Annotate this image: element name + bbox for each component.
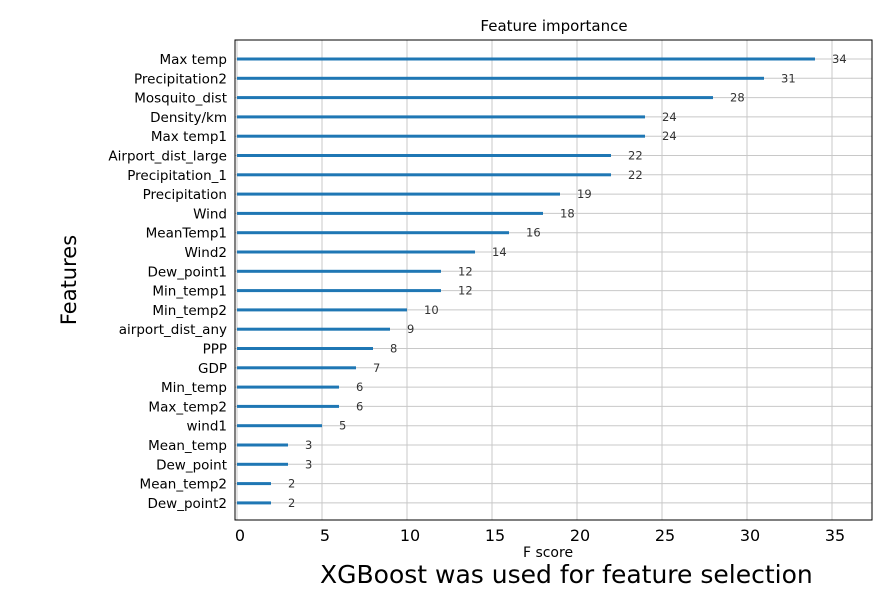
y-tick-label: Min_temp (161, 380, 227, 396)
bar-value-label: 7 (373, 361, 380, 375)
y-tick-label: wind1 (186, 419, 227, 435)
plot-frame (234, 39, 873, 521)
y-tick-label: Mean_temp (148, 438, 227, 454)
x-tick-label: 30 (740, 526, 760, 545)
bar (237, 96, 713, 100)
x-tick-label: 15 (485, 526, 505, 545)
y-tick-label: Mean_temp2 (140, 477, 227, 493)
x-tick-label: 5 (320, 526, 330, 545)
bar-value-label: 18 (560, 206, 575, 220)
bar-value-label: 9 (407, 322, 414, 336)
y-tick-labels: Max temp Precipitation2 Mosquito_dist Densi… (108, 52, 227, 512)
y-tick-label: Dew_point2 (147, 496, 227, 512)
y-tick-label: Max temp (159, 52, 227, 68)
bar (237, 250, 475, 254)
x-tick-label: 10 (400, 526, 420, 545)
y-tick-label: Precipitation2 (134, 71, 227, 87)
bar (237, 289, 441, 293)
bar-value-label: 3 (305, 457, 312, 471)
bar (237, 424, 322, 428)
y-tick-label: Airport_dist_large (108, 149, 227, 165)
bar-value-label: 3 (305, 438, 312, 452)
x-tick-label: 25 (655, 526, 675, 545)
bar (237, 327, 390, 331)
bar-value-label: 31 (781, 71, 796, 85)
y-tick-label: GDP (198, 361, 227, 377)
bars (237, 57, 815, 505)
bar (237, 482, 271, 486)
bar-value-label: 12 (458, 264, 473, 278)
bar (237, 173, 611, 177)
bar (237, 154, 611, 157)
y-axis-label: Features (57, 235, 81, 325)
bar-value-label: 8 (390, 342, 397, 356)
y-tick-label: Min_temp1 (152, 284, 227, 300)
y-tick-label: Mosquito_dist (134, 91, 227, 107)
bar-value-label: 22 (628, 168, 643, 182)
chart-title: Feature importance (480, 17, 627, 35)
x-tick-label: 35 (825, 526, 845, 545)
y-tick-label: Min_temp2 (152, 303, 227, 319)
bar (237, 462, 288, 466)
bar-value-label: 28 (730, 91, 745, 105)
bar (237, 347, 373, 350)
bar (237, 192, 560, 196)
bar-value-label: 10 (424, 303, 439, 317)
x-axis-label: F score (523, 545, 573, 560)
y-tick-label: Dew_point (156, 457, 227, 473)
bar (237, 501, 271, 505)
bar-value-label: 2 (288, 477, 295, 491)
y-tick-label: airport_dist_any (119, 322, 227, 338)
y-tick-label: Dew_point1 (147, 264, 227, 280)
bar-value-label: 24 (662, 110, 677, 124)
bar (237, 366, 356, 370)
bar-value-label: 6 (356, 399, 363, 413)
bar-value-label: 19 (577, 187, 592, 201)
y-tick-label: Wind (193, 206, 227, 222)
x-tick-label: 20 (570, 526, 590, 545)
bar-value-label: 22 (628, 149, 643, 163)
x-tick-label: 0 (235, 526, 245, 545)
bar-value-label: 24 (662, 129, 677, 143)
y-tick-label: Wind2 (184, 245, 227, 261)
figure-caption: XGBoost was used for feature selection (320, 560, 813, 589)
y-tick-label: MeanTemp1 (146, 226, 227, 242)
y-tick-label: Precipitation (143, 187, 227, 203)
y-tick-label: Density/km (150, 110, 227, 126)
bar-value-label: 2 (288, 496, 295, 510)
bar (237, 134, 645, 138)
bar (237, 269, 441, 273)
bar-value-label: 5 (339, 419, 346, 433)
y-tick-label: Precipitation_1 (127, 168, 227, 184)
y-tick-label: PPP (203, 342, 227, 358)
bar (237, 115, 645, 119)
bar (237, 76, 764, 80)
y-tick-label: Max temp1 (151, 129, 227, 145)
bar-value-label: 16 (526, 226, 541, 240)
bar-value-label: 6 (356, 380, 363, 394)
bar (237, 231, 509, 235)
bar (237, 211, 543, 215)
bar (237, 308, 407, 312)
bar-value-label: 12 (458, 284, 473, 298)
bar (237, 57, 815, 61)
bar-value-label: 14 (492, 245, 507, 259)
bar-value-label: 34 (832, 52, 847, 66)
x-tick-labels: 0 5 10 15 20 25 30 35 (235, 526, 845, 545)
bar (237, 443, 288, 447)
bar (237, 404, 339, 408)
y-tick-label: Max_temp2 (148, 399, 227, 415)
bar (237, 385, 339, 389)
plot-background (235, 40, 872, 520)
